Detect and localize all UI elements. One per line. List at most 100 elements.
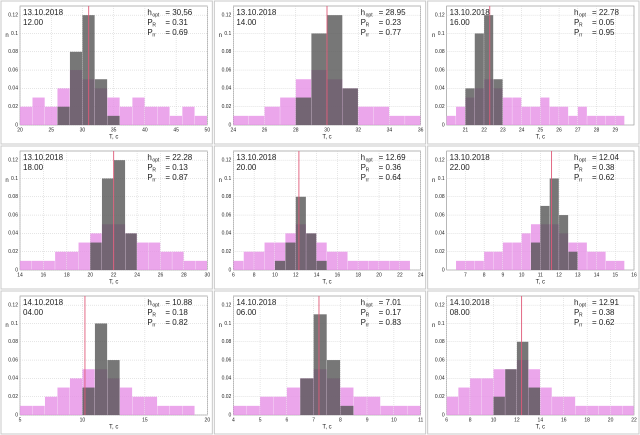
stat-value: = 0.69 bbox=[165, 28, 188, 37]
histogram-bar bbox=[368, 260, 379, 270]
x-tick-label: 24 bbox=[418, 272, 424, 278]
stat-subscript: rr bbox=[152, 32, 156, 38]
y-axis-label: n bbox=[432, 323, 435, 329]
stat-subscript: opt bbox=[152, 302, 160, 308]
x-tick-label: 45 bbox=[173, 127, 179, 133]
histogram-bar bbox=[596, 251, 606, 270]
stat-subscript: R bbox=[152, 167, 156, 173]
histogram-bar bbox=[182, 405, 195, 415]
histogram-bar bbox=[596, 115, 606, 125]
y-tick-label: 0.1 bbox=[224, 31, 231, 37]
x-tick-label: 8 bbox=[253, 272, 256, 278]
histogram-bar bbox=[484, 15, 494, 125]
histogram-bar bbox=[465, 88, 475, 125]
histogram-bar bbox=[20, 405, 33, 415]
histogram-bar bbox=[493, 79, 503, 125]
y-tick-label: 0.02 bbox=[435, 394, 445, 400]
stat-subscript: rr bbox=[366, 32, 370, 38]
histogram-bar bbox=[113, 160, 126, 270]
histogram-bar bbox=[512, 97, 522, 125]
x-axis-label: T, c bbox=[536, 425, 545, 431]
x-tick-label: 50 bbox=[205, 127, 211, 133]
stat-subscript: rr bbox=[152, 177, 156, 183]
y-tick-label: 0.06 bbox=[8, 67, 18, 73]
x-tick-label: 36 bbox=[418, 127, 424, 133]
y-tick-label: 0.1 bbox=[11, 31, 18, 37]
y-tick-label: 0.08 bbox=[222, 339, 232, 345]
histogram-bar bbox=[474, 260, 484, 270]
histogram-bar bbox=[94, 79, 108, 125]
histogram-bar bbox=[43, 260, 55, 270]
stat-subscript: R bbox=[366, 22, 370, 28]
histogram-bar bbox=[502, 242, 512, 270]
x-tick-label: 20 bbox=[17, 127, 23, 133]
x-tick-label: 5 bbox=[19, 417, 22, 423]
histogram-bar bbox=[32, 97, 45, 125]
histogram-bar bbox=[311, 33, 327, 125]
stat-symbol: P bbox=[147, 163, 152, 172]
x-axis-label: T, c bbox=[322, 135, 331, 141]
x-tick-label: 22 bbox=[397, 272, 403, 278]
histogram-bar bbox=[456, 260, 466, 270]
stat-value: = 22.28 bbox=[165, 153, 192, 162]
x-axis-label: T, c bbox=[109, 135, 118, 141]
histogram-bar bbox=[559, 215, 569, 270]
histogram-bar bbox=[347, 260, 358, 270]
x-tick-label: 10 bbox=[391, 417, 397, 423]
stat-subscript: R bbox=[579, 167, 583, 173]
x-tick-label: 6 bbox=[232, 272, 235, 278]
stat-symbol: P bbox=[147, 173, 152, 182]
histogram-bar bbox=[274, 242, 286, 270]
stat-subscript: R bbox=[579, 312, 583, 318]
stat-value: = 12.04 bbox=[592, 153, 619, 162]
y-tick-label: 0.12 bbox=[435, 12, 445, 18]
histogram-bar bbox=[528, 387, 541, 415]
date: 13.10.2018 bbox=[450, 153, 491, 162]
y-axis-label: n bbox=[5, 33, 8, 39]
histogram-bar bbox=[182, 106, 195, 125]
y-tick-label: 0.04 bbox=[435, 86, 445, 92]
histogram-bar bbox=[358, 106, 374, 125]
histogram-bar bbox=[540, 205, 550, 270]
histogram-bar bbox=[393, 405, 407, 415]
histogram-bar bbox=[481, 378, 494, 415]
x-tick-label: 4 bbox=[232, 417, 235, 423]
stat-symbol: P bbox=[574, 308, 579, 317]
histogram-bar bbox=[132, 396, 145, 415]
histogram-bar bbox=[260, 396, 274, 415]
histogram-bar bbox=[540, 387, 552, 415]
stat-value: = 0.95 bbox=[592, 28, 615, 37]
histogram-bar bbox=[340, 405, 354, 415]
stat-value: = 0.87 bbox=[165, 173, 188, 182]
x-tick-label: 25 bbox=[538, 127, 544, 133]
stat-value: = 22.78 bbox=[592, 8, 619, 17]
histogram-bar bbox=[568, 115, 578, 125]
stat-subscript: opt bbox=[579, 12, 587, 18]
stat-symbol: P bbox=[574, 173, 579, 182]
y-axis-label: n bbox=[219, 33, 222, 39]
stat-symbol: P bbox=[361, 28, 366, 37]
histogram-bar bbox=[132, 97, 145, 125]
stat-subscript: rr bbox=[366, 177, 370, 183]
stat-subscript: R bbox=[152, 312, 156, 318]
x-tick-label: 14 bbox=[594, 272, 600, 278]
stat-symbol: h bbox=[574, 8, 578, 17]
time: 14.00 bbox=[236, 18, 257, 27]
stat-subscript: rr bbox=[579, 32, 583, 38]
y-tick-label: 0.04 bbox=[222, 86, 232, 92]
histogram-bar bbox=[195, 260, 208, 270]
stat-value: = 12.69 bbox=[379, 153, 406, 162]
stat-symbol: P bbox=[574, 18, 579, 27]
x-tick-label: 28 bbox=[181, 272, 187, 278]
x-tick-label: 28 bbox=[594, 127, 600, 133]
date: 13.10.2018 bbox=[23, 8, 64, 17]
x-tick-label: 15 bbox=[612, 272, 618, 278]
histogram-bar bbox=[615, 260, 625, 270]
y-tick-label: 0.06 bbox=[222, 67, 232, 73]
histogram-bar bbox=[458, 387, 470, 415]
time: 22.00 bbox=[450, 163, 471, 172]
y-axis-label: n bbox=[219, 178, 222, 184]
histogram-bar bbox=[549, 106, 559, 125]
x-tick-label: 23 bbox=[500, 127, 506, 133]
y-tick-label: 0.02 bbox=[222, 104, 232, 110]
